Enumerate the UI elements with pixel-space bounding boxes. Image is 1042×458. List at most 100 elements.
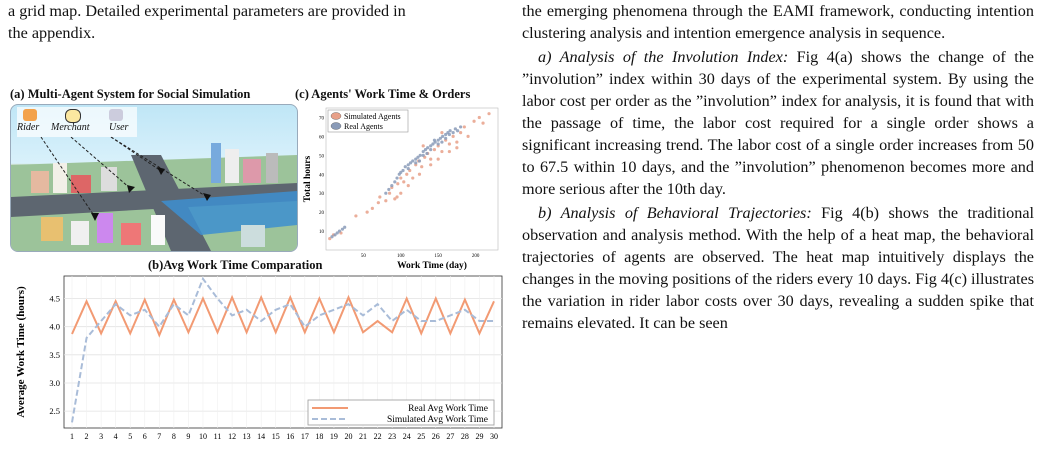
real-series-line [71, 294, 495, 338]
real-point [431, 142, 435, 146]
x-tick-label: 8 [172, 432, 176, 441]
x-tick-label: 20 [344, 432, 352, 441]
simulated-point [429, 163, 433, 167]
x-tick-label: 16 [286, 432, 294, 441]
real-point [440, 140, 444, 144]
simulated-point [417, 172, 422, 176]
simulated-point [421, 144, 425, 148]
agent-legend: Rider Merchant User [17, 107, 137, 137]
simulated-point [370, 206, 374, 210]
simulated-series-line [71, 276, 494, 423]
y-tick-label: 3.0 [49, 378, 60, 388]
simulated-point [447, 149, 451, 154]
simulated-point [365, 210, 369, 214]
simulated-point [440, 131, 444, 135]
x-tick-label: 5 [128, 432, 132, 441]
y-axis-label: Average Work Time (hours) [15, 286, 27, 418]
simulated-point [354, 214, 358, 218]
x-tick-label: 4 [114, 432, 118, 441]
real-point [343, 225, 347, 229]
x-tick-label: 100 [397, 254, 405, 259]
x-tick-label: 150 [434, 254, 442, 259]
real-point [436, 142, 440, 146]
simulated-point [387, 191, 392, 195]
simulated-point [481, 121, 485, 125]
x-tick-label: 2 [85, 432, 89, 441]
simulated-point [399, 191, 403, 195]
x-tick-label: 14 [257, 432, 265, 441]
y-tick-label: 50 [319, 154, 325, 159]
legend-real-label: Real Agents [344, 122, 383, 131]
real-point [403, 165, 407, 169]
y-tick-label: 60 [319, 135, 325, 140]
figure-4: (a) Multi-Agent System for Social Simula… [8, 78, 508, 458]
real-point [411, 159, 415, 163]
simulated-point [451, 134, 455, 138]
real-point [414, 161, 418, 165]
real-point [451, 131, 455, 135]
simulated-point [406, 184, 410, 188]
simulated-point [420, 165, 424, 169]
simulated-point [393, 197, 397, 201]
x-tick-label: 15 [272, 432, 280, 441]
x-tick-label: 13 [243, 432, 251, 441]
y-tick-label: 4.5 [49, 294, 60, 304]
simulated-point [405, 172, 409, 176]
plot-frame [63, 275, 503, 429]
simulated-point [399, 176, 403, 180]
real-point [387, 187, 391, 192]
simulated-point [487, 112, 491, 116]
paragraph-b: b) Analysis of Behavioral Trajectories: … [522, 202, 1034, 334]
real-point [444, 132, 448, 137]
panel-c-scatter-chart: 50 100 150 200 10 20 30 40 50 60 70 Work Time (day)… [303, 107, 499, 270]
real-point [414, 157, 418, 161]
y-tick-label: 20 [319, 211, 325, 216]
x-tick-label: 25 [417, 432, 425, 441]
real-point [421, 149, 425, 154]
real-point [444, 136, 448, 140]
x-tick-label: 6 [143, 432, 147, 441]
simulated-point [466, 134, 470, 138]
panel-c-title: (c) Agents' Work Time & Orders [295, 87, 471, 101]
x-tick-label: 50 [361, 254, 367, 259]
panel-b-title: (b)Avg Work Time Comparation [148, 258, 323, 272]
plot-frame [325, 107, 499, 251]
real-point [441, 134, 445, 138]
rider-icon [23, 109, 37, 121]
real-point [406, 166, 410, 171]
legend-box [327, 109, 409, 133]
simulated-point [455, 140, 459, 144]
panel-a-title: (a) Multi-Agent System for Social Simula… [10, 87, 251, 101]
panel-a-city-illustration: Rider Merchant User [10, 104, 298, 252]
x-tick-label: 21 [359, 432, 367, 441]
real-point [421, 153, 425, 157]
x-tick-label: 28 [461, 432, 469, 441]
y-tick-label: 40 [319, 173, 325, 178]
simulated-point [378, 195, 382, 199]
real-point [406, 163, 410, 167]
real-point [390, 184, 394, 188]
simulated-point [376, 201, 380, 205]
x-tick-label: 12 [228, 432, 236, 441]
x-tick-label: 29 [475, 432, 483, 441]
real-point [408, 161, 413, 165]
y-tick-label: 2.5 [49, 406, 60, 416]
panel-b-line-chart: 2.53.03.54.04.51 2 3 4 5 6 7 8 9 10 11 12 13 14 15 16 17… [15, 275, 503, 441]
user-icon [109, 109, 123, 121]
real-point [335, 231, 339, 235]
real-point [447, 132, 451, 137]
x-tick-label: 24 [403, 432, 411, 441]
simulated-point [384, 199, 388, 203]
x-tick-label: 19 [330, 432, 338, 441]
x-tick-label: 11 [214, 432, 222, 441]
y-tick-label: 10 [319, 230, 325, 235]
real-point [459, 125, 463, 129]
paragraph-b-body: Fig 4(b) shows the traditional observati… [522, 204, 1034, 332]
real-point [429, 144, 433, 148]
real-point [340, 227, 345, 231]
paragraph-a-heading: a) Analysis of the Involution Index: [538, 48, 789, 66]
paragraph-a-body: Fig 4(a) shows the change of the ”involu… [522, 48, 1034, 198]
y-tick-label: 30 [319, 192, 325, 197]
real-point [426, 146, 430, 150]
real-point [333, 233, 337, 237]
